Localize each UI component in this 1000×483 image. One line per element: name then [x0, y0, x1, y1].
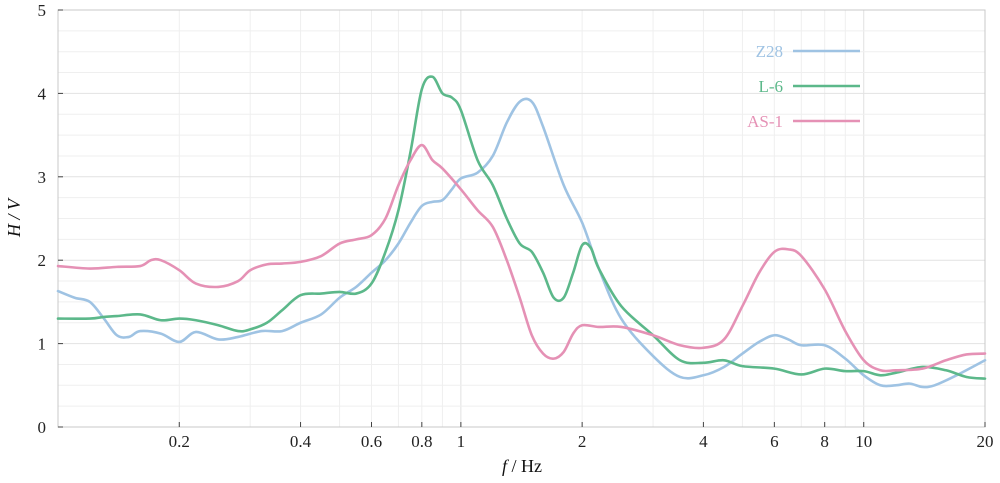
x-axis-title: f / Hz: [502, 456, 542, 476]
series-line-as-1: [56, 143, 987, 373]
x-axis-title-unit: / Hz: [507, 456, 542, 476]
legend: Z28 L-6 AS-1: [747, 42, 860, 131]
legend-label-l-6: L-6: [758, 77, 783, 96]
x-tick-label: 0.4: [290, 432, 312, 451]
legend-label-z28: Z28: [756, 42, 783, 61]
x-tick-label: 4: [699, 432, 708, 451]
x-tick-label: 8: [820, 432, 829, 451]
x-tick-label: 0.6: [361, 432, 382, 451]
x-axis-title-symbol: f: [502, 456, 510, 476]
x-tick-label: 0.2: [169, 432, 190, 451]
y-axis-title: H / V: [4, 197, 24, 238]
legend-label-as-1: AS-1: [747, 112, 783, 131]
series-layer: [56, 75, 987, 389]
axis-ticks: 0.2 0.4 0.6 0.8 1 2 4 6 8 10 20 0 1 2 3 4 5: [38, 1, 994, 451]
y-tick-label: 2: [38, 251, 47, 270]
x-tick-label: 20: [977, 432, 994, 451]
x-tick-label: 2: [578, 432, 587, 451]
plot-frame: [57, 9, 986, 428]
grid: [57, 9, 986, 428]
series-line-z28: [56, 97, 987, 389]
y-tick-label: 0: [38, 418, 47, 437]
x-tick-label: 10: [855, 432, 872, 451]
x-tick-label: 6: [770, 432, 779, 451]
x-tick-label: 1: [457, 432, 466, 451]
y-tick-label: 3: [38, 168, 47, 187]
y-tick-label: 4: [38, 84, 47, 103]
series-line-l-6: [56, 75, 987, 380]
x-tick-label: 0.8: [411, 432, 432, 451]
y-tick-label: 1: [38, 335, 47, 354]
y-tick-label: 5: [38, 1, 47, 20]
